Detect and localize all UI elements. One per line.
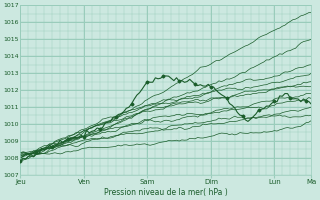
X-axis label: Pression niveau de la mer( hPa ): Pression niveau de la mer( hPa ): [104, 188, 228, 197]
